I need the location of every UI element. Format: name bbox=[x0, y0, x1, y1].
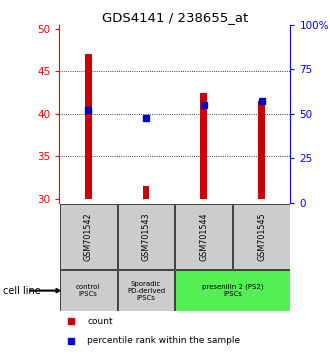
Bar bbox=[176, 204, 232, 269]
Text: Sporadic
PD-derived
iPSCs: Sporadic PD-derived iPSCs bbox=[127, 281, 165, 301]
Bar bbox=[118, 270, 174, 311]
Text: GSM701542: GSM701542 bbox=[84, 212, 93, 261]
Text: percentile rank within the sample: percentile rank within the sample bbox=[87, 336, 240, 345]
Text: GSM701545: GSM701545 bbox=[257, 212, 266, 261]
Text: cell line: cell line bbox=[3, 286, 41, 296]
Bar bbox=[60, 204, 116, 269]
Bar bbox=[258, 101, 265, 199]
Text: GSM701544: GSM701544 bbox=[199, 212, 208, 261]
Bar bbox=[176, 270, 290, 311]
Title: GDS4141 / 238655_at: GDS4141 / 238655_at bbox=[102, 11, 248, 24]
Text: control
IPSCs: control IPSCs bbox=[76, 284, 100, 297]
Bar bbox=[118, 204, 174, 269]
Text: presenilin 2 (PS2)
iPSCs: presenilin 2 (PS2) iPSCs bbox=[202, 284, 263, 297]
Bar bbox=[200, 93, 207, 199]
Bar bbox=[60, 270, 116, 311]
Text: GSM701543: GSM701543 bbox=[142, 212, 150, 261]
Bar bbox=[143, 186, 149, 199]
Text: count: count bbox=[87, 317, 113, 326]
Bar bbox=[233, 204, 290, 269]
Bar bbox=[85, 55, 92, 199]
